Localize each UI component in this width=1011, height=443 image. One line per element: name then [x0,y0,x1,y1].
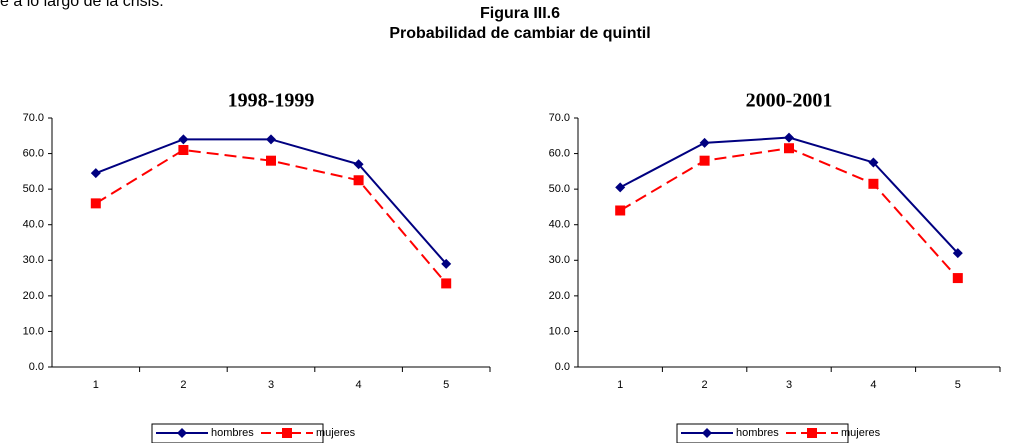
series-line [619,147,959,279]
marker [952,273,963,284]
marker [90,168,101,179]
x-tick-label: 5 [955,379,961,391]
marker [441,278,452,289]
marker [868,157,879,168]
marker [784,143,794,154]
legend-box [151,423,324,443]
chart-title: 2000-2001 [746,90,833,112]
marker [952,248,963,259]
series-line [95,148,447,285]
x-tick-label: 4 [356,379,362,391]
chart: 1998-1999 0.0 10.0 20.0 30.0 40.0 50.0 60.0 70.0… [23,90,491,443]
marker [807,428,817,438]
x-tick-label: 1 [617,379,623,391]
x-tick-label: 2 [180,379,186,391]
legend-box [676,423,849,443]
y-tick-label: 20.0 [23,290,44,302]
marker [353,175,364,186]
legend-label: mujeres [841,427,881,439]
y-tick-label: 10.0 [549,325,570,337]
marker [615,182,626,193]
marker [699,155,710,166]
marker [353,159,364,170]
marker [266,155,276,166]
y-tick-label: 0.0 [29,361,44,373]
y-tick-label: 20.0 [549,290,570,302]
series-line [619,136,959,254]
y-tick-label: 70.0 [23,112,44,124]
legend-label: hombres [736,427,779,439]
y-tick-label: 70.0 [549,112,570,124]
marker [177,428,187,438]
header-text: e a lo largo de la crisis. [0,0,164,10]
figure-title: Figura III.6 [480,5,560,22]
marker [702,428,712,438]
legend-label: hombres [211,427,254,439]
y-tick-label: 50.0 [549,183,570,195]
x-tick-label: 3 [268,379,274,391]
y-tick-label: 60.0 [23,147,44,159]
marker [699,137,710,148]
y-tick-label: 30.0 [549,254,570,266]
y-tick-label: 60.0 [549,147,570,159]
marker [868,178,879,189]
figure-subtitle: Probabilidad de cambiar de quintil [389,25,650,42]
marker [90,198,101,209]
legend-label: mujeres [316,427,356,439]
x-tick-label: 4 [870,379,876,391]
marker [266,134,276,145]
chart: 2000-2001 0.0 10.0 20.0 30.0 40.0 50.0 60.0 70.0… [549,90,1001,443]
marker [784,132,794,143]
y-tick-label: 30.0 [23,254,44,266]
marker [615,205,626,216]
x-tick-label: 1 [93,379,99,391]
x-tick-label: 5 [443,379,449,391]
y-tick-label: 40.0 [23,219,44,231]
marker [178,145,189,156]
y-tick-label: 0.0 [555,361,570,373]
y-tick-label: 50.0 [23,183,44,195]
y-tick-label: 40.0 [549,219,570,231]
x-tick-label: 3 [786,379,792,391]
chart-title: 1998-1999 [228,90,315,112]
y-tick-label: 10.0 [23,325,44,337]
x-tick-label: 2 [702,379,708,391]
marker [441,258,452,269]
marker [178,134,189,145]
marker [282,428,292,438]
